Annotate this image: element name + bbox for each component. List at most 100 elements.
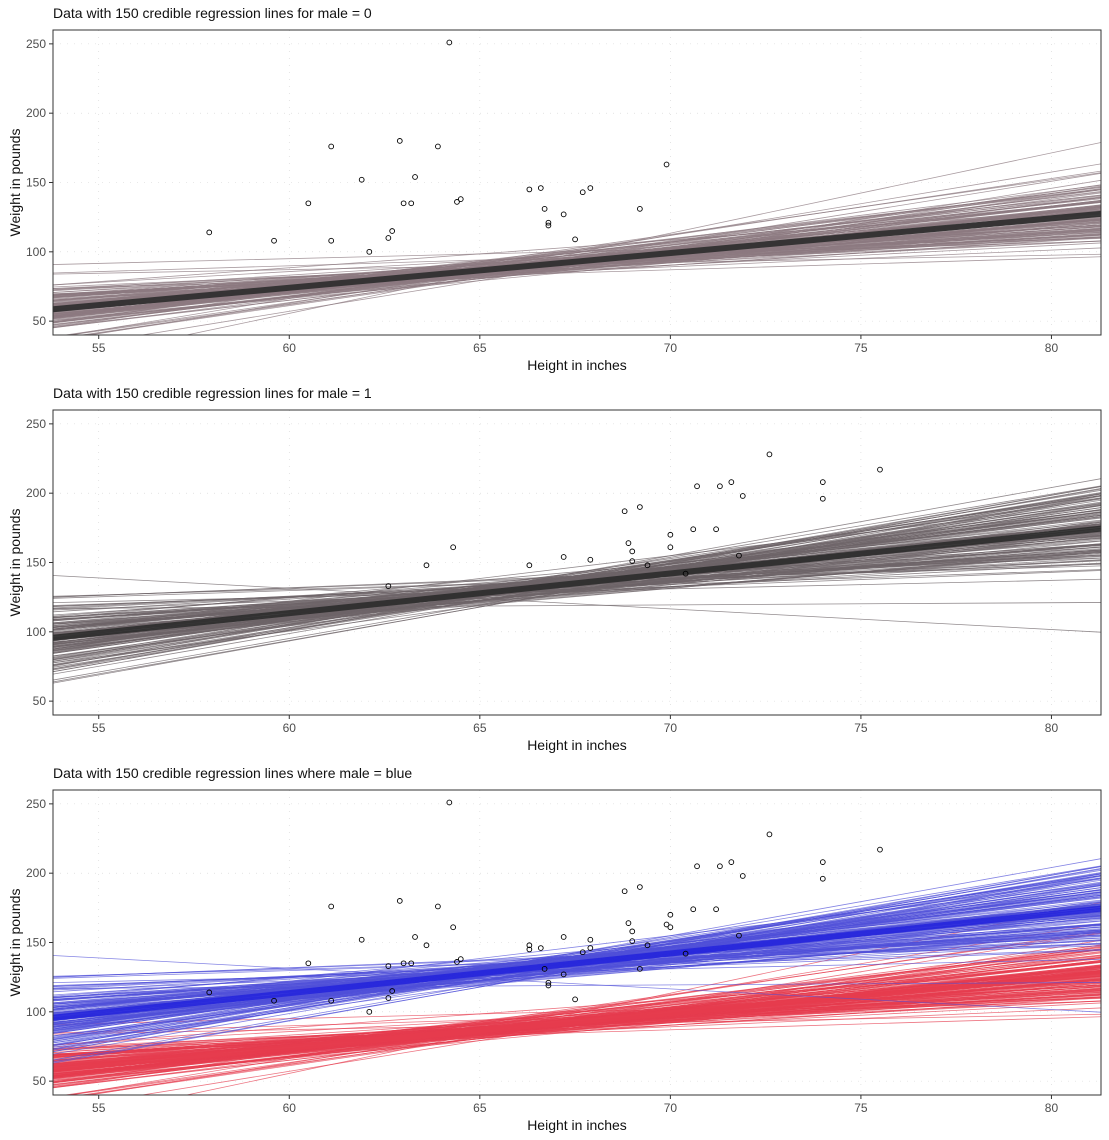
y-tick-label: 100 [26,625,46,639]
regression-line [53,543,1101,616]
data-point [389,228,396,234]
regression-line [53,170,1101,329]
data-point [526,946,533,953]
regression-line [53,905,1101,999]
data-point [358,936,365,943]
data-point [545,219,552,226]
data-point [713,526,719,533]
data-point [454,959,460,965]
data-point [526,562,533,569]
x-tick-label: 55 [92,341,106,355]
y-tick-label: 100 [26,1005,46,1019]
y-tick-label: 50 [33,314,47,328]
regression-line [53,955,1101,1013]
data-point [819,479,826,485]
data-point [545,982,552,989]
regression-line [53,984,1101,1051]
regression-line [53,569,1101,606]
data-point [625,920,632,926]
data-point [385,583,392,589]
data-point [877,846,883,853]
x-tick-label: 55 [92,721,106,735]
regression-line [53,232,1101,303]
data-point [621,888,628,895]
data-point [819,875,826,882]
y-tick-label: 150 [26,556,46,570]
data-point [717,483,723,490]
regression-line [53,955,1101,1078]
regression-lines [53,478,1101,684]
data-point [629,548,636,555]
chart-title: Data with 150 credible regression lines … [53,385,372,401]
y-tick-label: 200 [26,106,46,120]
data-point [637,504,643,510]
data-point [412,934,418,940]
y-tick-label: 200 [26,486,46,500]
data-point [663,921,670,928]
data-point [408,960,415,967]
data-point [713,906,719,913]
y-tick-label: 250 [26,417,46,431]
data-point [682,950,689,957]
regression-line [53,1007,1101,1055]
data-point [644,562,651,569]
data-point [271,237,277,244]
data-point [560,554,567,560]
data-point [629,928,636,935]
data-point [541,205,548,212]
data-point [739,873,746,879]
regression-line [53,552,1101,624]
data-point [637,884,643,890]
data-point [423,562,430,569]
data-point [644,942,651,949]
data-point [637,205,643,212]
regression-line [53,559,1101,618]
data-point [366,248,373,255]
regression-line [67,163,1101,335]
data-point [450,544,456,551]
data-point [667,531,674,538]
data-point [728,859,735,865]
data-points [385,451,883,589]
regression-line [53,930,1101,1023]
regression-line [53,1016,1101,1049]
x-axis-title: Height in inches [527,1117,627,1133]
data-point [454,199,460,205]
regression-line [53,575,1101,633]
data-point [305,960,312,967]
data-point [366,1008,373,1015]
regression-line [53,502,1101,654]
data-point [457,196,464,202]
data-point [667,911,674,918]
data-point [457,956,464,962]
data-point [526,186,533,193]
data-point [572,996,578,1003]
regression-line [53,903,1101,1012]
x-tick-label: 60 [283,721,297,735]
data-point [728,479,735,485]
data-point [736,552,742,559]
data-point [667,924,674,931]
data-point [396,898,403,904]
data-point [560,934,567,940]
x-axis-title: Height in inches [527,357,627,373]
data-point [541,965,548,972]
regression-line [53,493,1101,658]
x-tick-label: 70 [664,1101,678,1115]
regression-line [53,873,1101,1038]
x-tick-label: 55 [92,1101,106,1115]
x-tick-label: 60 [283,341,297,355]
data-point [819,495,826,502]
regression-line [53,543,1101,640]
y-tick-label: 150 [26,176,46,190]
y-tick-label: 250 [26,37,46,51]
data-point [587,556,594,563]
regression-line [53,932,1101,1004]
regression-line [53,875,1101,1033]
regression-line [53,897,1101,1016]
data-point [667,544,674,551]
data-point [579,189,586,196]
mean-regression-line [53,525,1101,641]
data-point [328,237,335,244]
